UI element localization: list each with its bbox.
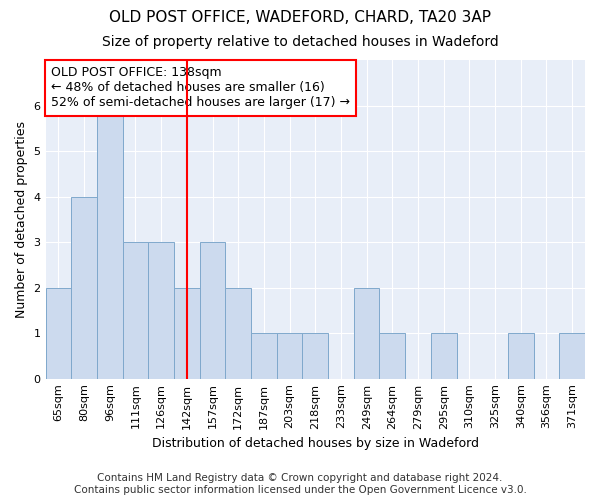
- Bar: [148, 242, 174, 378]
- Bar: [122, 242, 148, 378]
- Text: OLD POST OFFICE, WADEFORD, CHARD, TA20 3AP: OLD POST OFFICE, WADEFORD, CHARD, TA20 3…: [109, 10, 491, 25]
- Text: OLD POST OFFICE: 138sqm
← 48% of detached houses are smaller (16)
52% of semi-de: OLD POST OFFICE: 138sqm ← 48% of detache…: [51, 66, 350, 110]
- Text: Size of property relative to detached houses in Wadeford: Size of property relative to detached ho…: [101, 35, 499, 49]
- Bar: [200, 242, 226, 378]
- Bar: [431, 333, 457, 378]
- Bar: [277, 333, 302, 378]
- Bar: [251, 333, 277, 378]
- Bar: [559, 333, 585, 378]
- Bar: [508, 333, 533, 378]
- Bar: [97, 106, 122, 378]
- Bar: [71, 196, 97, 378]
- Bar: [354, 288, 379, 378]
- Bar: [174, 288, 200, 378]
- Bar: [46, 288, 71, 378]
- Bar: [379, 333, 405, 378]
- Bar: [302, 333, 328, 378]
- Text: Contains HM Land Registry data © Crown copyright and database right 2024.
Contai: Contains HM Land Registry data © Crown c…: [74, 474, 526, 495]
- Bar: [226, 288, 251, 378]
- X-axis label: Distribution of detached houses by size in Wadeford: Distribution of detached houses by size …: [152, 437, 479, 450]
- Y-axis label: Number of detached properties: Number of detached properties: [15, 121, 28, 318]
